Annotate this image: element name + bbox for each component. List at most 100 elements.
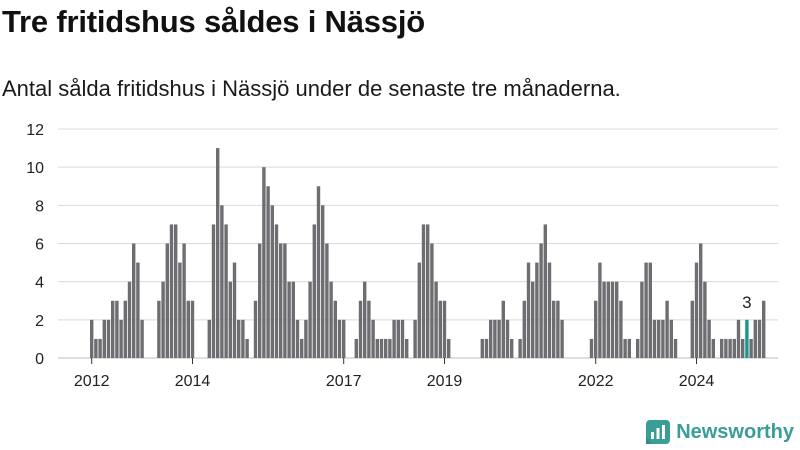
bar bbox=[182, 243, 186, 358]
bar bbox=[552, 300, 556, 358]
bar bbox=[699, 243, 703, 358]
bar bbox=[690, 300, 694, 358]
bar bbox=[736, 319, 741, 358]
y-tick-label: 10 bbox=[26, 160, 44, 177]
newsworthy-logo: Newsworthy bbox=[646, 420, 794, 444]
bar bbox=[232, 262, 237, 358]
x-axis-ticks: 2012 2014 2017 2019 2022 2024 bbox=[74, 358, 714, 390]
bar bbox=[522, 300, 526, 358]
bar bbox=[358, 300, 363, 358]
bar bbox=[94, 338, 98, 358]
bar bbox=[220, 205, 224, 358]
bar bbox=[384, 338, 388, 358]
bar bbox=[438, 300, 442, 358]
bar bbox=[140, 319, 144, 358]
bar bbox=[531, 281, 535, 358]
x-tick-label: 2014 bbox=[175, 373, 211, 390]
bar bbox=[648, 262, 652, 358]
bar bbox=[169, 224, 174, 358]
bar bbox=[749, 338, 753, 358]
bar bbox=[316, 186, 321, 358]
bar bbox=[720, 338, 724, 358]
bar bbox=[291, 281, 295, 358]
bar bbox=[379, 338, 384, 358]
y-tick-label: 6 bbox=[35, 237, 44, 254]
bar bbox=[283, 243, 287, 358]
bar bbox=[270, 205, 274, 358]
y-tick-label: 2 bbox=[35, 313, 44, 330]
bar bbox=[615, 281, 619, 358]
bar bbox=[127, 281, 132, 358]
x-tick-label: 2017 bbox=[326, 373, 362, 390]
bar bbox=[262, 167, 266, 358]
bar bbox=[594, 300, 598, 358]
bar bbox=[619, 300, 623, 358]
bar bbox=[258, 243, 262, 358]
bar bbox=[535, 262, 539, 358]
bar bbox=[157, 300, 161, 358]
bar bbox=[661, 319, 665, 358]
bar bbox=[640, 281, 644, 358]
bar bbox=[602, 281, 606, 358]
bar bbox=[207, 319, 211, 358]
bar bbox=[560, 319, 564, 358]
bar bbox=[728, 338, 732, 358]
bar bbox=[333, 300, 337, 358]
bar bbox=[644, 262, 648, 358]
bar bbox=[741, 338, 745, 358]
bar bbox=[308, 281, 312, 358]
bar bbox=[174, 224, 178, 358]
bar bbox=[304, 319, 308, 358]
bar bbox=[354, 338, 358, 358]
bar bbox=[136, 262, 140, 358]
bar bbox=[434, 281, 438, 358]
bar bbox=[295, 319, 300, 358]
bar bbox=[342, 319, 346, 358]
bar bbox=[598, 262, 602, 358]
x-tick-label: 2019 bbox=[427, 373, 463, 390]
bar bbox=[90, 319, 94, 358]
bar bbox=[123, 300, 127, 358]
bar bbox=[711, 338, 715, 358]
x-tick-label: 2024 bbox=[679, 373, 715, 390]
bar bbox=[762, 300, 766, 358]
bar bbox=[484, 338, 489, 358]
bar bbox=[501, 300, 505, 358]
bar bbox=[753, 319, 757, 358]
bar bbox=[505, 319, 510, 358]
bar bbox=[442, 300, 447, 358]
bar bbox=[627, 338, 631, 358]
y-tick-label: 4 bbox=[35, 275, 44, 292]
bar bbox=[312, 224, 316, 358]
bar bbox=[321, 205, 325, 358]
bar bbox=[497, 319, 501, 358]
bar bbox=[757, 319, 762, 358]
bar bbox=[279, 243, 283, 358]
bar bbox=[329, 281, 333, 358]
bar bbox=[426, 224, 430, 358]
bar bbox=[413, 319, 417, 358]
bar bbox=[253, 300, 258, 358]
bar bbox=[430, 243, 434, 358]
bar bbox=[489, 319, 493, 358]
bar bbox=[363, 281, 367, 358]
bar bbox=[610, 281, 615, 358]
bar bbox=[694, 262, 699, 358]
bar bbox=[325, 243, 329, 358]
bar bbox=[211, 224, 216, 358]
bar bbox=[266, 186, 270, 358]
bar bbox=[400, 319, 405, 358]
bar bbox=[300, 338, 304, 358]
bar bbox=[665, 300, 669, 358]
bar bbox=[556, 300, 560, 358]
y-tick-label: 8 bbox=[35, 198, 44, 215]
bar bbox=[224, 224, 228, 358]
bar bbox=[447, 338, 451, 358]
bar bbox=[623, 338, 627, 358]
bar-latest bbox=[745, 319, 749, 358]
bar bbox=[703, 281, 707, 358]
bar bbox=[375, 338, 379, 358]
bar bbox=[493, 319, 497, 358]
y-tick-label: 0 bbox=[35, 351, 44, 368]
bar bbox=[102, 319, 106, 358]
